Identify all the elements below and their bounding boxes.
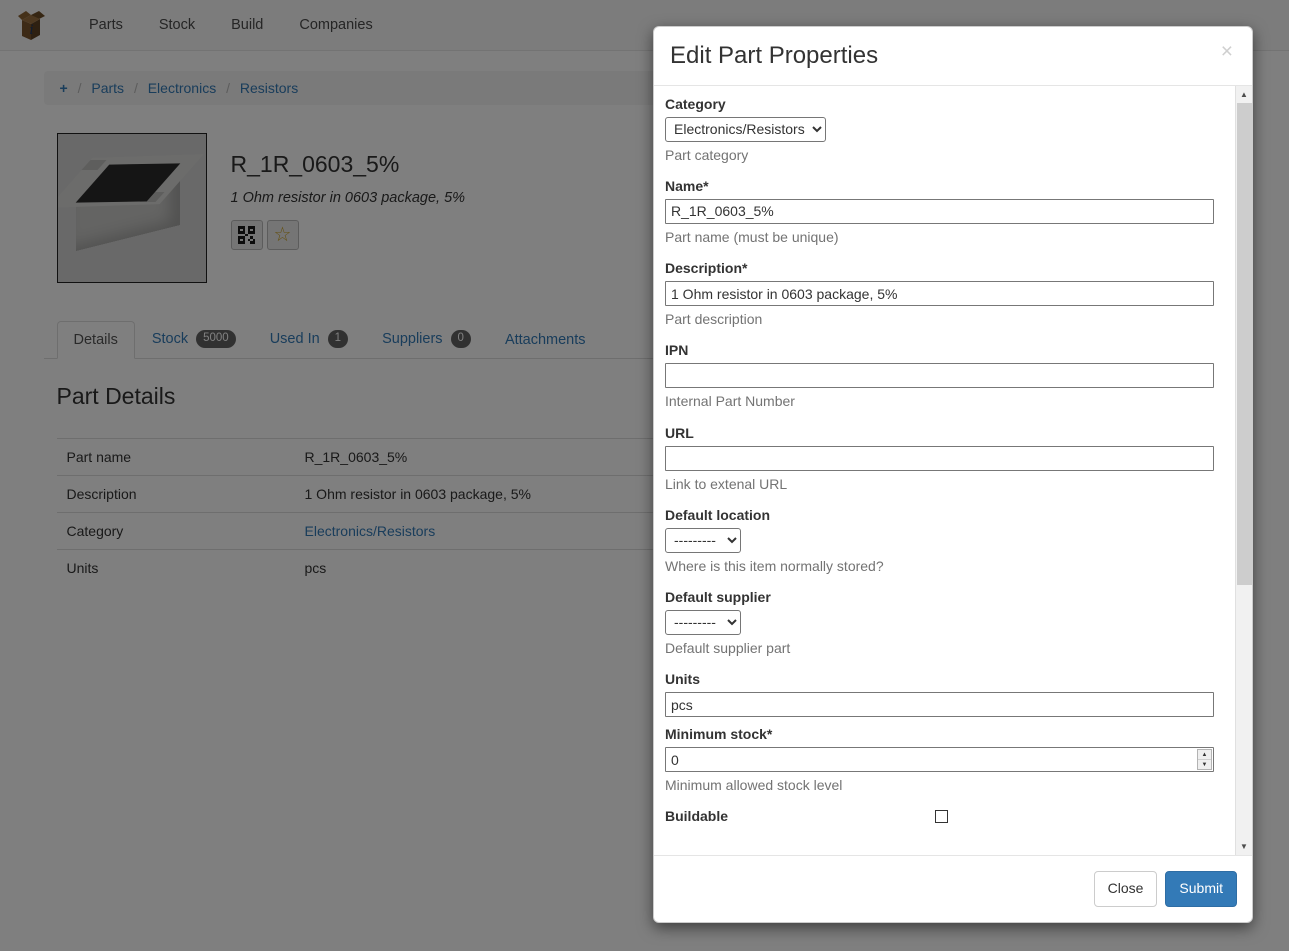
units-input[interactable] <box>665 692 1214 718</box>
description-input[interactable] <box>665 281 1214 307</box>
stepper-down-icon[interactable]: ▼ <box>1201 761 1208 768</box>
minimum-stock-input[interactable] <box>665 747 1214 773</box>
field-label: Default location <box>665 506 771 523</box>
default-supplier-select[interactable]: --------- <box>665 609 741 635</box>
edit-part-properties-modal: Edit Part Properties × Category Electron… <box>653 26 1253 923</box>
field-ipn: IPN Internal Part Number <box>665 342 1214 410</box>
buildable-checkbox[interactable] <box>935 809 948 823</box>
url-input[interactable] <box>665 445 1214 471</box>
field-label: Description* <box>665 260 748 277</box>
field-label: IPN <box>665 342 689 359</box>
name-input[interactable] <box>665 198 1214 224</box>
field-help: Link to extenal URL <box>665 475 788 492</box>
field-help: Default supplier part <box>665 639 791 656</box>
scrollbar-thumb[interactable] <box>1237 102 1252 585</box>
modal-body: Category Electronics/Resistors Part cate… <box>654 85 1252 856</box>
field-label: Category <box>665 95 726 112</box>
field-description: Description* Part description <box>665 260 1214 328</box>
field-minimum-stock: Minimum stock* ▲ ▼ Minimum allowed stock… <box>665 726 1214 794</box>
field-label: Units <box>665 671 700 688</box>
close-button[interactable]: Close <box>1093 871 1158 907</box>
field-help: Part category <box>665 146 749 163</box>
field-label: Buildable <box>665 808 729 825</box>
field-help: Minimum allowed stock level <box>665 777 843 794</box>
field-label: Minimum stock* <box>665 726 773 743</box>
field-help: Part name (must be unique) <box>665 228 839 245</box>
category-select[interactable]: Electronics/Resistors <box>665 116 826 142</box>
field-name: Name* Part name (must be unique) <box>665 178 1214 246</box>
number-stepper[interactable]: ▲ ▼ <box>1197 749 1212 771</box>
field-buildable: Buildable <box>665 808 1214 824</box>
stepper-up-icon[interactable]: ▲ <box>1198 750 1211 761</box>
field-help: Where is this item normally stored? <box>665 557 884 574</box>
field-url: URL Link to extenal URL <box>665 425 1214 493</box>
field-category: Category Electronics/Resistors Part cate… <box>665 96 1214 164</box>
field-help: Part description <box>665 311 763 328</box>
ipn-input[interactable] <box>665 363 1214 389</box>
field-help: Internal Part Number <box>665 393 795 410</box>
field-label: URL <box>665 424 694 441</box>
close-icon[interactable]: × <box>1217 39 1237 64</box>
field-default-supplier: Default supplier --------- Default suppl… <box>665 589 1214 657</box>
modal-title: Edit Part Properties <box>670 42 879 69</box>
modal-header: Edit Part Properties × <box>654 27 1252 86</box>
modal-scrollbar[interactable]: ▲ ▼ <box>1235 85 1252 856</box>
field-label: Default supplier <box>665 588 771 605</box>
field-units: Units <box>665 671 1214 718</box>
default-location-select[interactable]: --------- <box>665 527 741 553</box>
modal-form: Category Electronics/Resistors Part cate… <box>665 96 1236 856</box>
scrollbar-up-icon[interactable]: ▲ <box>1236 85 1252 103</box>
submit-button[interactable]: Submit <box>1165 871 1237 907</box>
field-default-location: Default location --------- Where is this… <box>665 507 1214 575</box>
field-label: Name* <box>665 177 709 194</box>
modal-footer: Close Submit <box>654 855 1252 922</box>
scrollbar-down-icon[interactable]: ▼ <box>1236 838 1252 856</box>
